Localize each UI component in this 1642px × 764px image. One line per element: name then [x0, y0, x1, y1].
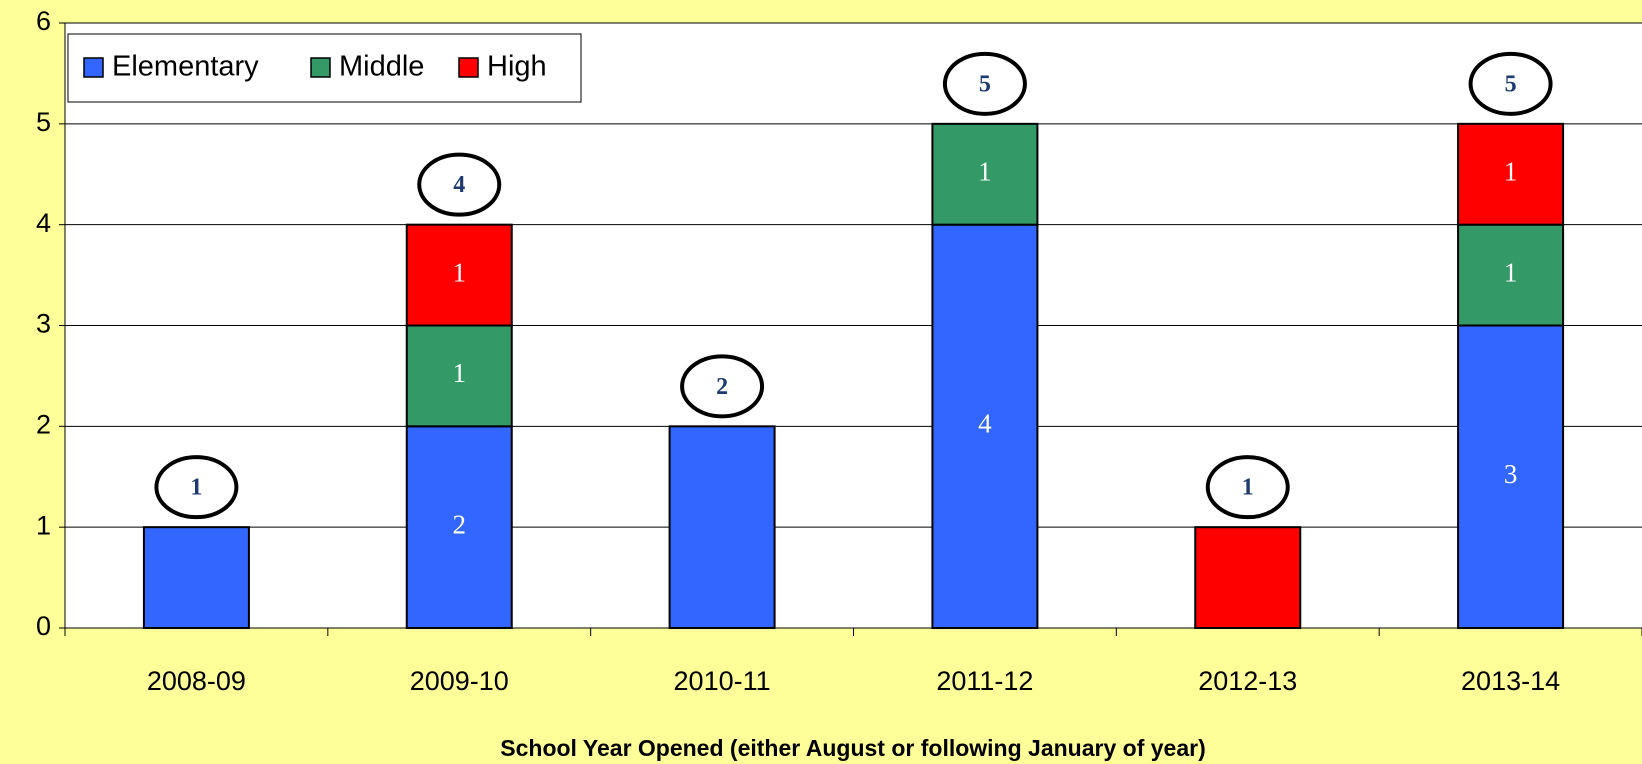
total-circle	[1468, 51, 1553, 116]
total-circle	[417, 152, 502, 217]
y-tick-label: 0	[36, 611, 51, 641]
bar-segment	[142, 526, 250, 630]
bar-segment	[931, 223, 1039, 630]
total-label: 1	[1242, 475, 1254, 501]
bar-segment	[1194, 526, 1302, 630]
total-circle	[154, 455, 239, 520]
total-circle	[680, 354, 765, 419]
legend-swatch	[83, 57, 104, 78]
total-label: 2	[716, 374, 728, 400]
total-label: 4	[453, 172, 465, 198]
bar-segment	[405, 223, 513, 327]
bar-segment	[668, 425, 776, 630]
segment-label: 1	[1504, 257, 1518, 287]
y-tick-label: 5	[36, 107, 51, 137]
bar-segment	[1457, 223, 1565, 327]
y-tick-label: 4	[36, 208, 51, 238]
bar-segment	[405, 324, 513, 428]
y-tick-label: 3	[36, 309, 51, 339]
total-label: 5	[979, 71, 991, 97]
bar-segment	[1457, 122, 1565, 226]
y-tick-label: 1	[36, 510, 51, 540]
segment-label: 1	[1504, 156, 1518, 186]
x-axis-label: School Year Opened (either August or fol…	[500, 735, 1205, 761]
y-tick-label: 6	[36, 6, 51, 36]
x-tick-label: 2011-12	[936, 666, 1033, 696]
bar-segment	[931, 122, 1039, 226]
segment-label: 2	[453, 509, 467, 539]
legend-swatch	[310, 57, 331, 78]
bar-segment	[1457, 324, 1565, 629]
segment-label: 1	[453, 358, 467, 388]
segment-label: 4	[978, 409, 992, 439]
x-tick-label: 2009-10	[410, 666, 509, 696]
x-tick-label: 2013-14	[1461, 666, 1560, 696]
y-tick-label: 2	[36, 409, 51, 439]
bar-segment	[405, 425, 513, 630]
legend-label: High	[487, 51, 547, 83]
total-label: 5	[1505, 71, 1517, 97]
x-tick-label: 2012-13	[1198, 666, 1297, 696]
segment-label: 3	[1504, 459, 1518, 489]
segment-label: 1	[453, 257, 467, 287]
x-tick-label: 2008-09	[147, 666, 246, 696]
segment-label: 1	[978, 156, 992, 186]
total-circle	[1205, 455, 1290, 520]
total-circle	[942, 51, 1027, 116]
legend-swatch	[458, 57, 479, 78]
total-label: 1	[190, 475, 202, 501]
x-tick-label: 2010-11	[674, 666, 771, 696]
legend-label: Elementary	[112, 51, 259, 83]
legend-label: Middle	[339, 51, 424, 83]
